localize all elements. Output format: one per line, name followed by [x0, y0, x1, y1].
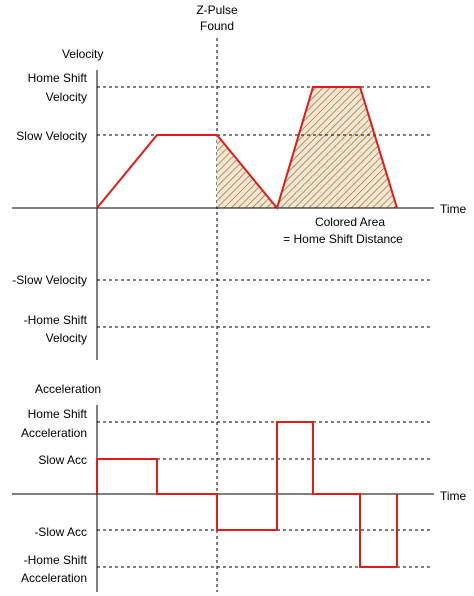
- accel-home-shift-label-line1: Home Shift: [28, 407, 88, 421]
- acceleration-profile-line: [96, 421, 398, 568]
- acceleration-graph: Acceleration Home Shift Acceleration Slo…: [12, 382, 467, 592]
- home-shift-area-2: [277, 87, 397, 208]
- velocity-neg-home-shift-label-line1: -Home Shift: [24, 313, 88, 327]
- zpulse-label-line1: Z-Pulse: [196, 3, 238, 17]
- home-shift-note-line1: Colored Area: [315, 215, 385, 229]
- home-shift-note-line2: = Home Shift Distance: [283, 232, 403, 246]
- zpulse-label-line2: Found: [200, 19, 234, 33]
- velocity-home-shift-label-line2: Velocity: [46, 90, 87, 104]
- accel-neg-home-shift-label-line2: Acceleration: [21, 571, 87, 585]
- velocity-neg-home-shift-label-line2: Velocity: [46, 331, 87, 345]
- velocity-profile-line: [96, 86, 398, 211]
- velocity-home-shift-label-line1: Home Shift: [28, 71, 88, 85]
- acceleration-title: Acceleration: [35, 382, 101, 396]
- accel-home-shift-label-line2: Acceleration: [21, 426, 87, 440]
- velocity-slow-label: Slow Velocity: [16, 129, 87, 143]
- velocity-neg-slow-label: -Slow Velocity: [12, 273, 87, 287]
- velocity-time-label: Time: [440, 202, 467, 216]
- velocity-graph: Velocity Home Shift Velocity Slow Veloci…: [12, 47, 467, 360]
- accel-time-label: Time: [440, 489, 467, 503]
- accel-slow-label: Slow Acc: [38, 453, 87, 467]
- velocity-title: Velocity: [62, 47, 103, 61]
- accel-neg-home-shift-label-line1: -Home Shift: [24, 553, 88, 567]
- accel-neg-slow-label: -Slow Acc: [34, 525, 87, 539]
